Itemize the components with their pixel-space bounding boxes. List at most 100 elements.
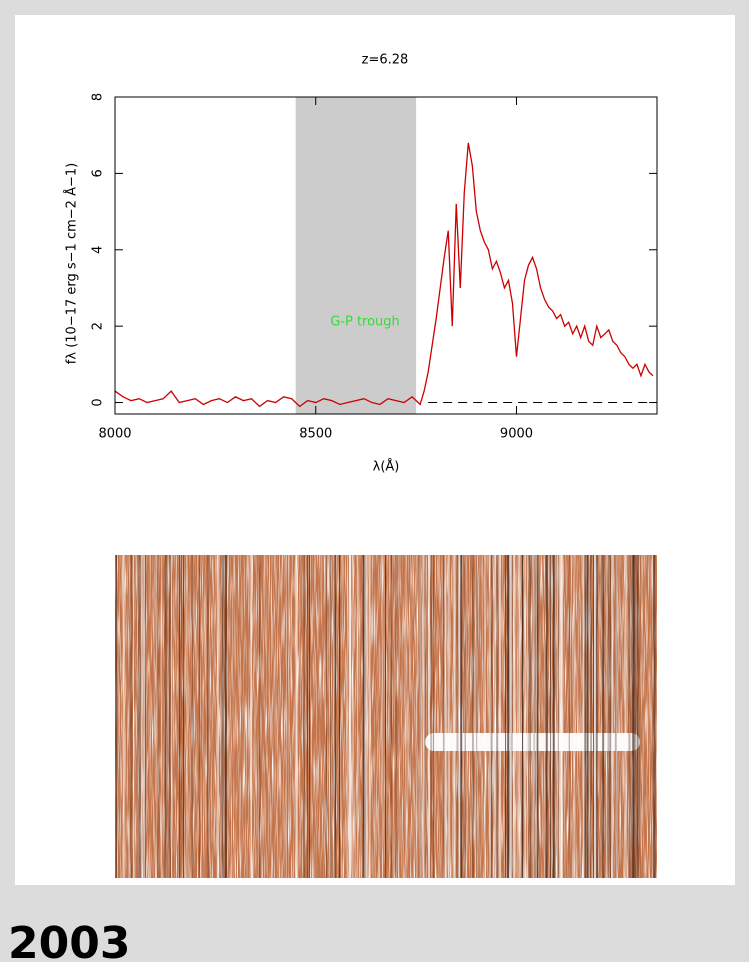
streak [582,555,585,878]
streak [489,555,491,878]
streak [447,555,450,878]
streak [325,555,327,878]
y-tick-label: 8 [91,93,106,101]
x-axis-label: λ(Å) [373,459,400,475]
streak [550,555,552,878]
streak [639,555,641,878]
streak [419,555,422,878]
streak [545,555,548,878]
streak [222,555,224,878]
streak [631,555,633,878]
streak [453,555,456,878]
streak [347,555,349,878]
streak [588,555,590,878]
streak [510,555,513,878]
streak [457,555,460,878]
x-tick-label: 8000 [98,427,131,442]
streak [140,555,143,878]
streak [475,555,478,878]
streak [518,555,521,878]
streak [583,555,585,878]
streak [349,555,352,878]
streak [334,555,336,878]
streak [333,555,336,878]
streak [509,555,512,878]
streak [606,555,608,878]
streak [130,555,133,878]
y-tick-label: 4 [91,246,106,254]
streak [382,555,384,878]
streak [460,555,463,878]
streak [513,555,516,878]
streak [632,555,635,878]
streak [168,555,171,878]
streak [535,555,537,878]
streak [122,555,125,878]
streak [222,555,224,878]
streak [430,555,433,878]
chart-title: z=6.28 [362,53,409,68]
streak [179,555,181,878]
streak [624,555,626,878]
streak [628,555,631,878]
streak [458,555,461,878]
streak [476,555,478,878]
streak [593,555,595,878]
streak [454,555,456,878]
spectrum-image [115,555,657,878]
streak [552,555,555,878]
streak [339,555,341,878]
streak [653,555,655,878]
streak [222,555,224,878]
streak [593,555,595,878]
streak [493,555,495,878]
spectrum-line [114,142,654,408]
streak [424,555,426,878]
streak [505,555,507,878]
streak [227,555,229,878]
streak [182,555,184,878]
streak [464,555,466,878]
streak [357,555,359,878]
streak [433,555,435,878]
footer-text: 2003 [8,918,130,962]
streak [590,555,592,878]
streak [144,555,146,878]
streak [405,555,407,878]
streak [444,555,447,878]
streak [555,555,557,878]
streak [250,555,252,878]
streak [161,555,163,878]
annotation: G-P trough [330,315,400,330]
streak [632,555,634,878]
x-tick-label: 8500 [299,427,332,442]
streak [224,555,227,878]
streak [602,555,605,878]
shaded-region [295,97,417,414]
streak [532,555,535,878]
streak [250,555,253,878]
streak [654,555,656,878]
y-axis-label: fλ (10−17 erg s−1 cm−2 Å−1) [64,163,80,364]
streak [573,555,576,878]
streak [365,555,368,878]
streak [607,555,609,878]
streak [614,555,617,878]
streak [259,555,261,878]
streak [390,555,392,878]
streak [158,555,160,878]
streak [156,555,158,878]
streak [416,555,418,878]
y-tick-label: 6 [91,169,106,177]
streak [456,555,459,878]
streak [489,555,491,878]
streak [611,555,614,878]
streak [624,555,627,878]
streak [224,555,227,878]
streak [180,555,182,878]
streak [494,555,496,878]
streak [507,555,510,878]
streak [507,555,510,878]
streak [568,555,570,878]
